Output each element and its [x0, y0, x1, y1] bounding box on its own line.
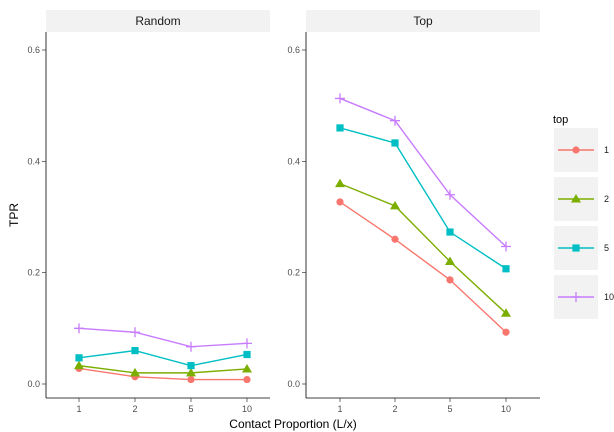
- series-line-5: [339, 127, 507, 270]
- x-tick-label: 1: [337, 404, 342, 414]
- data-point-5: [446, 228, 454, 236]
- data-point-10: [501, 241, 511, 252]
- legend-label: 10: [604, 292, 614, 302]
- data-point-1: [187, 375, 195, 384]
- panel-top-ticks: 0.0 0.2 0.4 0.6 1 2 5 10: [287, 45, 511, 414]
- y-tick-label: 0.0: [27, 379, 40, 389]
- data-point-5: [502, 265, 510, 273]
- x-tick-label: 10: [242, 404, 252, 414]
- data-point-10: [186, 341, 196, 352]
- panel-random-background: [46, 32, 270, 398]
- x-tick-label: 5: [447, 404, 452, 414]
- data-point-1: [391, 235, 399, 243]
- series-line-2: [78, 364, 248, 374]
- series-line-1: [78, 367, 247, 381]
- legend-key-marker: [571, 292, 581, 302]
- legend-title: top: [553, 114, 568, 126]
- data-point-2: [130, 367, 140, 377]
- data-point-10: [335, 93, 345, 104]
- x-tick-label: 2: [132, 404, 137, 414]
- y-tick-label: 0.6: [27, 45, 40, 55]
- data-point-2: [242, 363, 252, 373]
- y-tick-label: 0.0: [287, 379, 300, 389]
- legend-key-marker: [572, 146, 580, 154]
- panel-top: Top 0.0 0.2 0.4 0.6 1 2 5 10: [287, 10, 540, 414]
- legend-label: 2: [604, 194, 609, 204]
- x-tick-label: 5: [188, 404, 193, 414]
- data-point-10: [445, 189, 455, 200]
- data-point-2: [445, 256, 455, 266]
- data-point-2: [501, 308, 511, 317]
- panel-top-series: [335, 93, 511, 336]
- panel-random: Random 0.0 0.2 0.4 0.6 1 2 5 10: [27, 10, 270, 414]
- data-point-1: [336, 198, 344, 206]
- legend-label: 1: [604, 145, 609, 155]
- data-point-5: [243, 350, 251, 359]
- series-line-10: [78, 327, 248, 348]
- data-point-5: [187, 362, 195, 370]
- panel-random-title: Random: [135, 14, 180, 28]
- data-point-2: [74, 360, 84, 370]
- data-point-2: [186, 367, 196, 377]
- series-line-1: [339, 201, 507, 333]
- data-point-2: [335, 178, 345, 188]
- data-point-1: [502, 328, 510, 336]
- data-point-5: [336, 124, 344, 132]
- panel-top-title: Top: [413, 14, 433, 28]
- series-line-10: [339, 97, 507, 248]
- panel-top-background: [306, 32, 540, 398]
- panel-random-strip: [46, 10, 270, 32]
- data-point-1: [243, 375, 251, 384]
- panel-random-ticks: 0.0 0.2 0.4 0.6 1 2 5 10: [27, 45, 252, 414]
- legend-key-marker: [572, 244, 580, 252]
- panel-top-strip: [306, 10, 540, 32]
- data-point-2: [390, 200, 400, 210]
- series-line-5: [78, 349, 248, 367]
- data-point-10: [242, 338, 252, 349]
- data-point-10: [390, 115, 400, 126]
- x-tick-label: 10: [501, 404, 511, 414]
- data-point-5: [391, 139, 399, 147]
- data-point-10: [130, 327, 140, 338]
- y-tick-label: 0.4: [287, 156, 300, 166]
- legend: top 1 2 5 10: [553, 114, 614, 319]
- y-axis-title: TPR: [7, 203, 21, 227]
- legend-label: 5: [604, 243, 609, 253]
- x-tick-label: 1: [76, 404, 81, 414]
- data-point-1: [446, 276, 454, 284]
- x-axis-title: Contact Proportion (L/x): [229, 417, 356, 431]
- legend-key-marker: [571, 194, 581, 203]
- data-point-5: [131, 347, 139, 355]
- panel-random-series: [74, 323, 252, 384]
- data-point-10: [74, 323, 84, 334]
- y-tick-label: 0.2: [287, 268, 300, 278]
- series-line-2: [339, 182, 507, 314]
- y-tick-label: 0.2: [27, 268, 40, 278]
- y-tick-label: 0.4: [27, 156, 40, 166]
- y-tick-label: 0.6: [287, 45, 300, 55]
- legend-keys: 1 2 5 10: [554, 128, 614, 319]
- x-tick-label: 2: [392, 404, 397, 414]
- data-point-5: [75, 354, 83, 362]
